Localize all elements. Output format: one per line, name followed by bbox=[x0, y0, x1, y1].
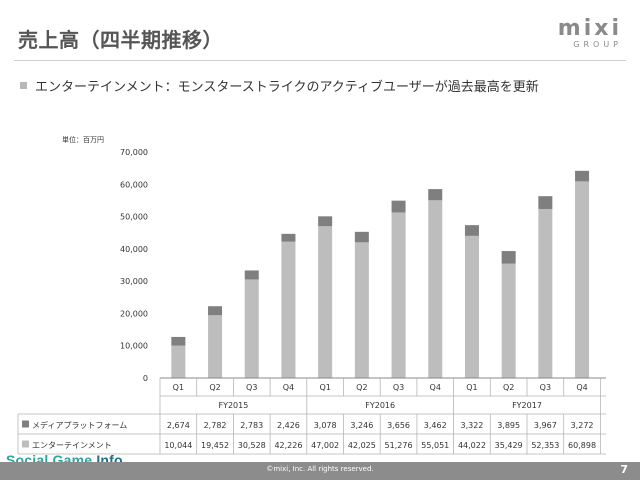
bar-entertainment bbox=[464, 235, 479, 378]
data-label: 2,426 bbox=[277, 421, 300, 430]
quarter-label: Q3 bbox=[246, 383, 257, 392]
legend-swatch bbox=[22, 420, 29, 428]
data-label: 35,429 bbox=[495, 441, 523, 450]
y-tick-label: 30,000 bbox=[120, 277, 148, 286]
quarter-label: Q4 bbox=[576, 383, 587, 392]
page-title: 売上高（四半期推移） bbox=[18, 28, 223, 52]
quarter-label: Q3 bbox=[393, 383, 404, 392]
bar-entertainment bbox=[428, 200, 443, 378]
quarter-label: Q1 bbox=[466, 383, 477, 392]
mixi-logo: mixi GROUP bbox=[558, 18, 622, 50]
data-label: 10,044 bbox=[164, 441, 192, 450]
quarter-label: Q2 bbox=[356, 383, 367, 392]
fiscal-year-label: FY2017 bbox=[512, 401, 542, 410]
bar-media-platform bbox=[244, 270, 259, 280]
bar-media-platform bbox=[464, 225, 479, 236]
copyright-text: ©mixi, Inc. All rights reserved. bbox=[266, 465, 374, 473]
data-label: 2,783 bbox=[240, 421, 263, 430]
logo-subtitle: GROUP bbox=[573, 40, 622, 49]
bar-entertainment bbox=[575, 181, 590, 378]
bar-media-platform bbox=[171, 336, 186, 346]
quarter-label: Q4 bbox=[430, 383, 441, 392]
logo-word: mixi bbox=[557, 16, 622, 41]
quarter-label: Q1 bbox=[319, 383, 330, 392]
data-label: 60,898 bbox=[568, 441, 596, 450]
bullet-text: エンターテインメント：モンスターストライクのアクティブユーザーが過去最高を更新 bbox=[35, 80, 539, 95]
y-tick-label: 20,000 bbox=[120, 309, 148, 318]
quarter-label: Q1 bbox=[173, 383, 184, 392]
bar-media-platform bbox=[538, 196, 553, 209]
bar-media-platform bbox=[281, 233, 296, 242]
y-tick-label: 70,000 bbox=[120, 148, 148, 157]
bar-entertainment bbox=[244, 279, 259, 378]
quarter-label: Q2 bbox=[209, 383, 220, 392]
data-label: 3,462 bbox=[424, 421, 447, 430]
data-label: 42,025 bbox=[348, 441, 376, 450]
data-label: 44,022 bbox=[458, 441, 486, 450]
bar-entertainment bbox=[171, 345, 186, 378]
data-label: 30,528 bbox=[238, 441, 266, 450]
data-label: 51,276 bbox=[385, 441, 413, 450]
bar-entertainment bbox=[538, 208, 553, 378]
data-label: 42,226 bbox=[274, 441, 302, 450]
y-tick-label: 60,000 bbox=[120, 180, 148, 189]
data-label: 3,272 bbox=[571, 421, 594, 430]
bar-media-platform bbox=[318, 216, 333, 227]
bar-entertainment bbox=[391, 212, 406, 378]
bullet-point: エンターテインメント：モンスターストライクのアクティブユーザーが過去最高を更新 bbox=[20, 76, 539, 95]
data-label: 55,051 bbox=[421, 441, 449, 450]
bar-entertainment bbox=[318, 226, 333, 378]
data-label: 3,656 bbox=[387, 421, 410, 430]
quarter-label: Q2 bbox=[503, 383, 514, 392]
page-number: 7 bbox=[620, 463, 628, 476]
footer-bar bbox=[0, 462, 640, 480]
bar-media-platform bbox=[391, 200, 406, 213]
quarter-label: Q4 bbox=[283, 383, 294, 392]
bullet-square-icon bbox=[20, 82, 27, 89]
data-label: 3,322 bbox=[460, 421, 483, 430]
data-label: 3,895 bbox=[497, 421, 520, 430]
quarter-label: Q3 bbox=[540, 383, 551, 392]
fiscal-year-label: FY2016 bbox=[365, 401, 395, 410]
data-label: 3,967 bbox=[534, 421, 557, 430]
unit-label: 単位：百万円 bbox=[62, 135, 104, 144]
data-label: 52,353 bbox=[531, 441, 559, 450]
bar-media-platform bbox=[208, 306, 223, 316]
legend-swatch bbox=[22, 440, 29, 448]
data-label: 19,452 bbox=[201, 441, 229, 450]
data-label: 3,246 bbox=[350, 421, 373, 430]
fiscal-year-label: FY2015 bbox=[218, 401, 248, 410]
y-tick-label: 50,000 bbox=[120, 213, 148, 222]
y-tick-label: 10,000 bbox=[120, 342, 148, 351]
bar-media-platform bbox=[354, 231, 369, 243]
bar-media-platform bbox=[575, 170, 590, 182]
legend-label: メディアプラットフォーム bbox=[32, 420, 127, 430]
bar-entertainment bbox=[208, 315, 223, 378]
bar-media-platform bbox=[428, 189, 443, 201]
bar-media-platform bbox=[501, 251, 516, 264]
data-label: 2,674 bbox=[167, 421, 190, 430]
legend-label: エンターテインメント bbox=[32, 441, 112, 450]
data-label: 2,782 bbox=[204, 421, 227, 430]
y-tick-label: 40,000 bbox=[120, 245, 148, 254]
bar-entertainment bbox=[281, 241, 296, 378]
bar-entertainment bbox=[354, 242, 369, 378]
data-label: 3,078 bbox=[314, 421, 337, 430]
data-label: 47,002 bbox=[311, 441, 339, 450]
y-tick-label: 0 bbox=[143, 374, 148, 383]
title-divider bbox=[14, 60, 626, 61]
bar-entertainment bbox=[501, 263, 516, 378]
